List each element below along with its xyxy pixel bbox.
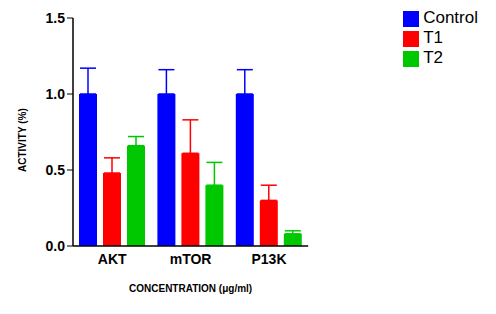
svg-text:AKT: AKT <box>98 251 127 267</box>
svg-text:1.0: 1.0 <box>46 86 66 102</box>
svg-text:mTOR: mTOR <box>170 251 212 267</box>
svg-text:0.0: 0.0 <box>46 238 66 254</box>
svg-text:P13K: P13K <box>251 251 286 267</box>
svg-text:ACTIVITY (%): ACTIVITY (%) <box>17 108 28 172</box>
svg-text:0.5: 0.5 <box>46 162 66 178</box>
svg-text:1.5: 1.5 <box>46 10 66 26</box>
html-text:T2: T2 <box>423 48 443 67</box>
svg-text:CONCENTRATION (μg/ml): CONCENTRATION (μg/ml) <box>129 283 252 294</box>
html-text:Control: Control <box>423 8 478 27</box>
html-text:T1: T1 <box>423 28 443 47</box>
